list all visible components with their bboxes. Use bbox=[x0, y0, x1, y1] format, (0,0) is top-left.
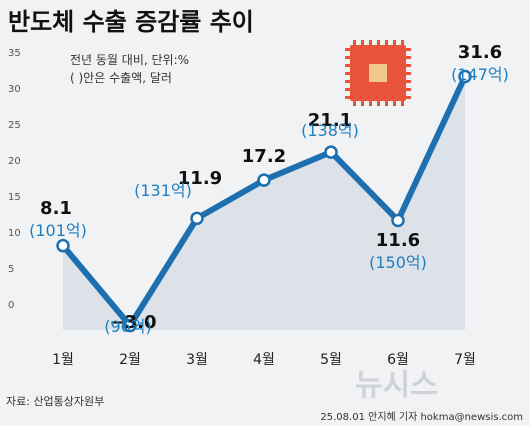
x-tick-label: 3월 bbox=[186, 352, 208, 368]
amount-label: (147억) bbox=[451, 65, 509, 84]
value-label: 11.9 bbox=[178, 168, 222, 189]
y-tick-label: 35 bbox=[8, 48, 21, 59]
data-point-marker bbox=[123, 318, 137, 333]
y-tick-label: 15 bbox=[8, 192, 21, 203]
value-label: 8.1 bbox=[40, 198, 72, 219]
y-tick-label: 10 bbox=[8, 228, 21, 239]
data-points bbox=[56, 69, 472, 333]
data-point-marker bbox=[391, 213, 405, 228]
value-label: 21.1 bbox=[308, 110, 352, 131]
value-label: −3.0 bbox=[110, 312, 157, 333]
x-tick-label: 4월 bbox=[253, 352, 275, 368]
data-labels: 8.1 (101억) −3.0(96억) 11.9(131억) 17.2 21.1(138… bbox=[29, 42, 509, 336]
semiconductor-chip-icon bbox=[345, 40, 411, 106]
x-tick-label: 5월 bbox=[320, 352, 342, 368]
amount-label: (96억) bbox=[104, 317, 152, 336]
credit-text: 25.08.01 안지혜 기자 hokma@newsis.com bbox=[320, 411, 523, 423]
y-tick-label: 0 bbox=[8, 300, 14, 311]
data-point-marker bbox=[324, 145, 338, 159]
amount-label: (138억) bbox=[301, 121, 359, 140]
amount-note: ( )안은 수출액, 달러 bbox=[70, 71, 172, 85]
data-point-marker bbox=[257, 173, 271, 187]
area-fill bbox=[63, 76, 465, 330]
value-label: 31.6 bbox=[458, 42, 502, 63]
value-label: 17.2 bbox=[242, 146, 286, 167]
y-tick-label: 30 bbox=[8, 84, 21, 95]
data-point-marker bbox=[56, 238, 70, 253]
chart-title: 반도체 수출 증감률 추이 bbox=[8, 8, 254, 36]
y-axis: 35 30 25 20 15 10 5 0 bbox=[8, 48, 21, 311]
amount-label: (101억) bbox=[29, 221, 87, 240]
x-tick-label: 2월 bbox=[119, 352, 141, 368]
x-tick-label: 1월 bbox=[52, 352, 74, 368]
amount-label: (131억) bbox=[134, 181, 192, 200]
unit-note: 전년 동월 대비, 단위:% bbox=[70, 53, 189, 67]
y-tick-label: 20 bbox=[8, 156, 21, 167]
data-point-marker bbox=[190, 211, 204, 226]
value-label: 11.6 bbox=[376, 230, 420, 251]
x-tick-label: 6월 bbox=[387, 352, 409, 368]
amount-label: (150억) bbox=[369, 253, 427, 272]
x-tick-label: 7월 bbox=[454, 352, 476, 368]
data-point-marker bbox=[458, 69, 472, 84]
area-shape bbox=[63, 76, 465, 330]
y-tick-label: 5 bbox=[8, 264, 14, 275]
x-axis: 1월 2월 3월 4월 5월 6월 7월 bbox=[52, 352, 476, 368]
y-tick-label: 25 bbox=[8, 120, 21, 131]
source-text: 자료: 산업통상자원부 bbox=[6, 395, 104, 408]
watermark-logo: 뉴시스 bbox=[355, 368, 438, 403]
